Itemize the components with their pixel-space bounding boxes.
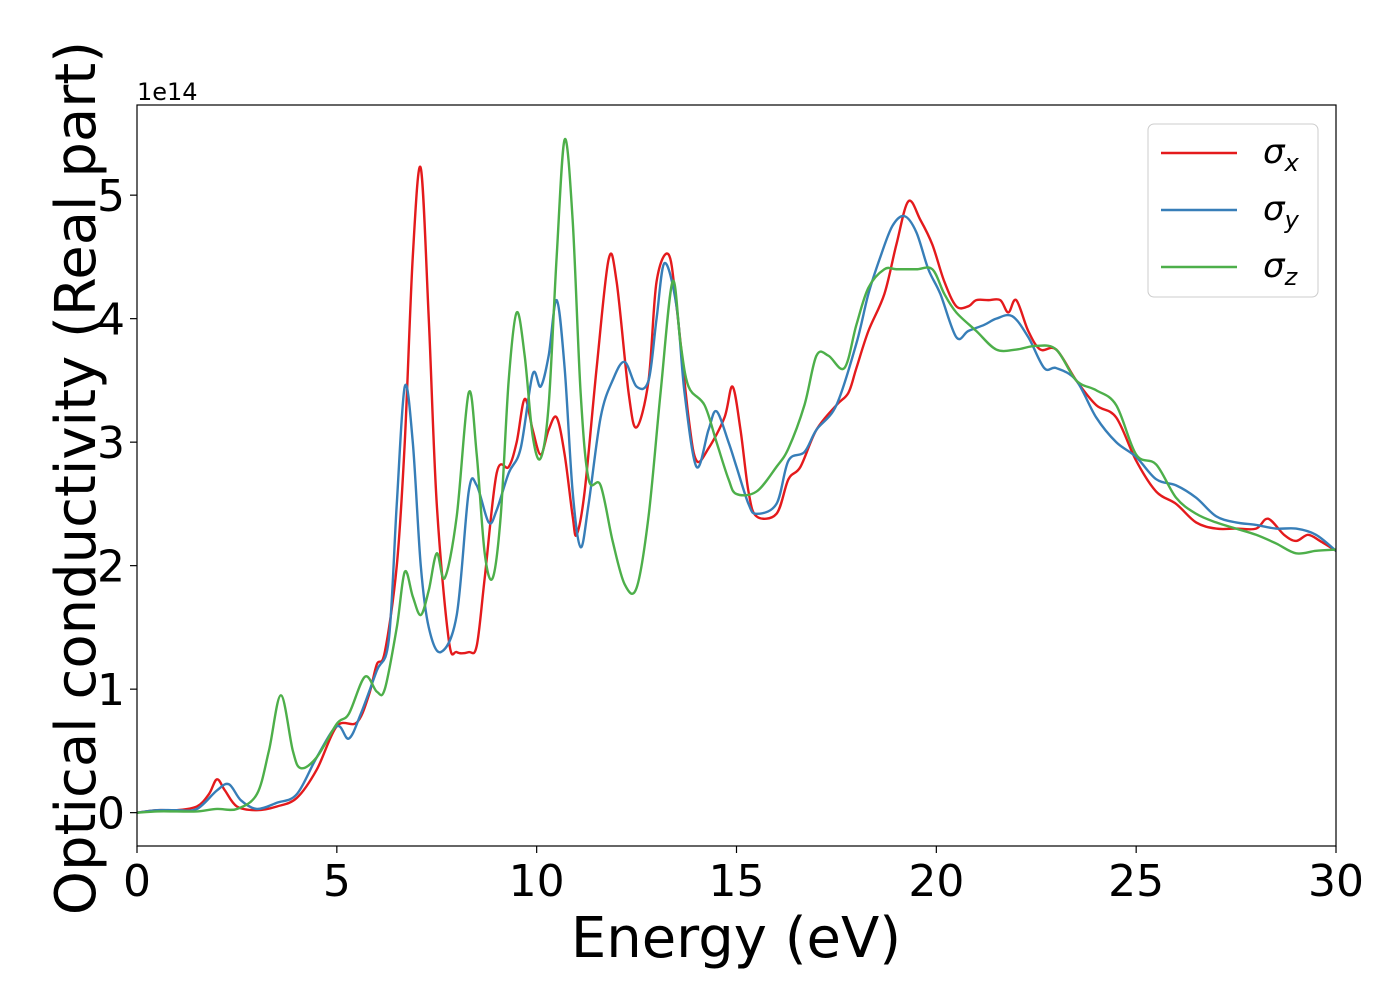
legend: σx σy σz [1147, 123, 1319, 298]
x-tick-label: 25 [1108, 856, 1164, 907]
series-line-y [137, 214, 1336, 814]
x-tick-label: 15 [709, 856, 765, 907]
y-tick-label: 2 [97, 542, 125, 593]
legend-label-z: σz [1263, 246, 1299, 291]
x-axis-label: Energy (eV) [571, 906, 901, 971]
y-tick-label: 5 [97, 171, 125, 222]
y-offset-label: 1e14 [137, 78, 198, 106]
legend-label-y: σy [1263, 189, 1300, 234]
x-tick-label: 5 [323, 856, 351, 907]
x-tick-label: 20 [908, 856, 964, 907]
x-tick-label: 0 [123, 856, 151, 907]
legend-label-x: σx [1263, 132, 1300, 177]
x-tick-label: 10 [509, 856, 565, 907]
y-tick-label: 0 [97, 789, 125, 840]
y-tick-label: 4 [97, 295, 125, 346]
x-tick-label: 30 [1308, 856, 1364, 907]
y-axis-ticks: 0 1 2 3 4 5 [97, 171, 137, 840]
series-layer [137, 137, 1336, 814]
y-tick-label: 1 [97, 665, 125, 716]
y-axis-label: Optical conductivity (Real part) [44, 41, 109, 915]
y-tick-label: 3 [97, 418, 125, 469]
series-line-x [137, 165, 1336, 814]
series-line-z [137, 137, 1336, 814]
x-axis-ticks: 0 5 10 15 20 25 30 [123, 846, 1364, 907]
